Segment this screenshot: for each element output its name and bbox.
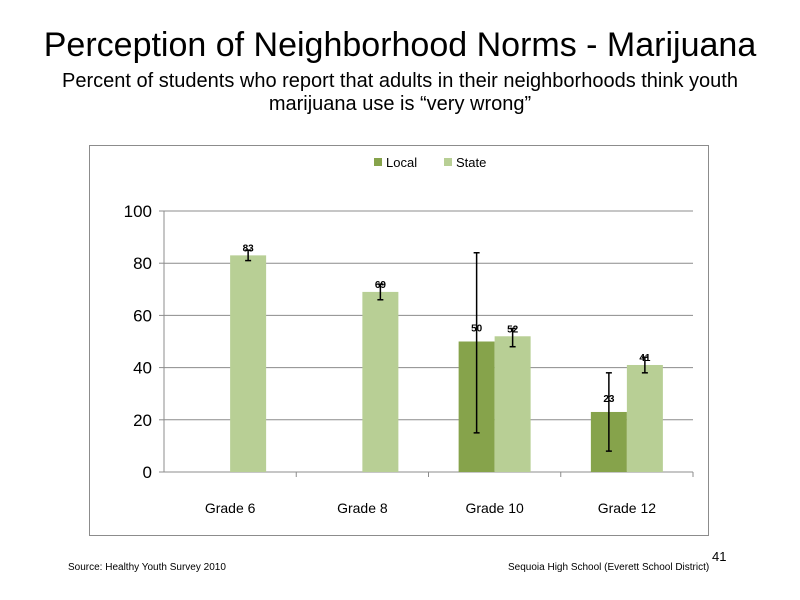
- x-tick-label: Grade 6: [205, 500, 256, 516]
- source-note: Source: Healthy Youth Survey 2010: [68, 562, 226, 573]
- y-tick-label: 60: [133, 306, 152, 325]
- y-tick-label: 100: [124, 202, 152, 221]
- x-tick-label: Grade 8: [337, 500, 388, 516]
- bar-state: [230, 255, 267, 472]
- slide-subtitle: Percent of students who report that adul…: [62, 70, 738, 115]
- x-tick-label: Grade 12: [598, 500, 657, 516]
- y-tick-label: 80: [133, 254, 152, 273]
- bar-chart: 0 20 40 60 80 100 Grade 6 83 Grade 8 69 Grade 10 50…: [124, 155, 694, 516]
- data-label: 69: [375, 280, 387, 291]
- page-number: 41: [712, 549, 727, 564]
- x-tick-label: Grade 10: [465, 500, 524, 516]
- data-label: 83: [243, 243, 255, 254]
- bar-state: [494, 336, 531, 472]
- school-name: Sequoia High School (Everett School Dist…: [508, 562, 710, 573]
- bar-state: [626, 364, 663, 472]
- legend-label-local: Local: [386, 155, 417, 170]
- y-tick-label: 20: [133, 411, 152, 430]
- data-label: 41: [639, 353, 651, 364]
- y-tick-label: 40: [133, 359, 152, 378]
- slide-title: Perception of Neighborhood Norms - Marij…: [43, 26, 757, 64]
- y-tick-label: 0: [143, 463, 152, 482]
- legend-swatch-state: [444, 158, 452, 166]
- legend-swatch-local: [374, 158, 382, 166]
- chart-frame: 0 20 40 60 80 100 Grade 6 83 Grade 8 69 Grade 10 50…: [89, 145, 709, 536]
- data-label: 52: [507, 324, 519, 335]
- bar-state: [362, 291, 399, 472]
- data-label: 50: [471, 324, 483, 335]
- legend-label-state: State: [456, 155, 486, 170]
- data-label: 23: [603, 394, 615, 405]
